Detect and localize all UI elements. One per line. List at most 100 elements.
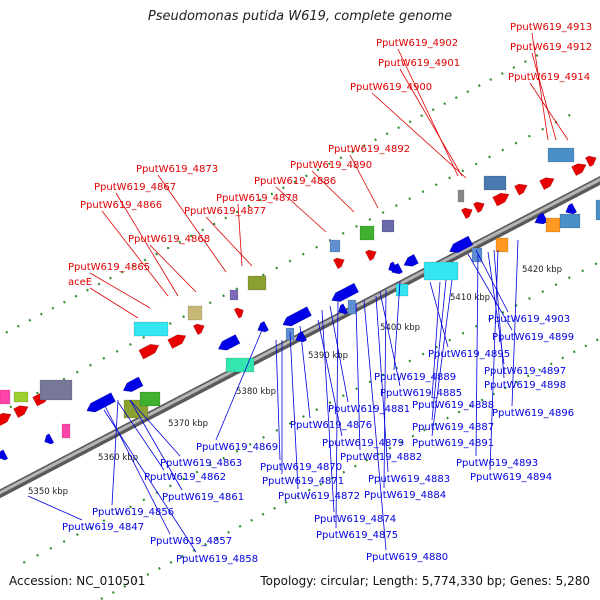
reverse-gene-arrow [44, 433, 55, 445]
reverse-gene-leader [111, 399, 119, 506]
forward-gene-leader [205, 216, 253, 267]
forward-gene-arrow [472, 201, 485, 214]
forward-gene-arrow [332, 257, 345, 270]
forward-gene-arrow [514, 183, 528, 196]
reverse-gene-label: PputW619_4884 [364, 490, 446, 501]
reverse-gene-label: PputW619_4903 [488, 314, 570, 325]
reverse-gene-leader [383, 289, 387, 489]
reverse-gene-arrow [403, 253, 419, 267]
forward-gene-arrow [233, 307, 244, 319]
reverse-gene-label: PputW619_4863 [160, 458, 242, 469]
reverse-gene-leader [275, 339, 281, 461]
forward-gene-leader [397, 48, 459, 177]
forward-gene-arrow [138, 343, 160, 360]
kbp-tick-label: 5410 kbp [450, 293, 490, 303]
reverse-gene-arrow [257, 320, 270, 333]
forward-gene-label: PputW619_4901 [378, 58, 460, 69]
forward-gene-block [39, 379, 73, 401]
forward-gene-arrow [0, 412, 12, 426]
reverse-gene-label: PputW619_4856 [92, 507, 174, 518]
reverse-gene-arrow [282, 306, 312, 327]
forward-gene-label: PputW619_4866 [80, 200, 162, 211]
reverse-gene-label: PputW619_4858 [176, 554, 258, 565]
forward-gene-arrow [13, 405, 29, 419]
reverse-gene-leader [335, 301, 339, 529]
reverse-gene-label: PputW619_4899 [492, 332, 574, 343]
kbp-tick-label: 5390 kbp [308, 351, 348, 361]
reverse-gene-block [347, 299, 357, 315]
kbp-tick-label: 5360 kbp [98, 453, 138, 463]
kbp-tick-label: 5370 kbp [168, 419, 208, 429]
forward-gene-arrow [492, 192, 510, 207]
reverse-gene-label: PputW619_4881 [328, 404, 410, 415]
reverse-gene-leader [431, 281, 441, 399]
forward-gene-arrow [460, 207, 473, 220]
reverse-gene-arrow [449, 235, 474, 253]
reverse-gene-label: PputW619_4857 [150, 536, 232, 547]
forward-gene-label: PputW619_4865 [68, 262, 150, 273]
forward-gene-block [0, 389, 11, 405]
forward-gene-label: PputW619_4873 [136, 164, 218, 175]
reverse-gene-leader [289, 331, 299, 490]
reverse-gene-leader [355, 303, 361, 451]
forward-gene-label: PputW619_4913 [510, 22, 592, 33]
forward-gene-label: PputW619_4890 [290, 160, 372, 171]
forward-gene-arrow [192, 323, 205, 336]
reverse-gene-label: PputW619_4847 [62, 522, 144, 533]
forward-gene-leader [371, 92, 467, 179]
forward-gene-leader [311, 170, 355, 213]
forward-gene-block [381, 219, 395, 233]
forward-gene-label: PputW619_4900 [350, 82, 432, 93]
reverse-gene-label: PputW619_4879 [322, 438, 404, 449]
reverse-gene-leader [129, 399, 183, 491]
reverse-gene-block [559, 213, 581, 229]
reverse-gene-label: PputW619_4894 [470, 472, 552, 483]
reverse-gene-arrow [338, 303, 349, 315]
forward-gene-label: PputW619_4878 [216, 193, 298, 204]
reverse-gene-label: PputW619_4861 [162, 492, 244, 503]
reverse-gene-label: PputW619_4869 [196, 442, 278, 453]
forward-gene-label: aceE [68, 277, 92, 288]
reverse-gene-block [471, 247, 483, 263]
reverse-gene-label: PputW619_4871 [262, 476, 344, 487]
reverse-gene-leader [27, 495, 83, 521]
forward-gene-label: PputW619_4902 [376, 38, 458, 49]
reverse-gene-arrow [534, 212, 548, 225]
reverse-gene-leader [489, 249, 499, 471]
reverse-gene-arrow [122, 376, 144, 393]
forward-gene-arrow [584, 155, 597, 168]
reverse-gene-label: PputW619_4889 [374, 372, 456, 383]
reverse-gene-block [545, 217, 561, 233]
reverse-gene-label: PputW619_4880 [366, 552, 448, 563]
kbp-tick-label: 5380 kbp [236, 387, 276, 397]
reverse-gene-leader [493, 249, 505, 379]
forward-gene-label: PputW619_4912 [510, 42, 592, 53]
reverse-gene-block [225, 357, 255, 373]
reverse-gene-label: PputW619_4896 [492, 408, 574, 419]
reverse-gene-label: PputW619_4895 [428, 349, 510, 360]
forward-gene-leader [89, 287, 139, 319]
reverse-gene-label: PputW619_4893 [456, 458, 538, 469]
forward-gene-arrow [364, 249, 377, 262]
reverse-gene-leader [467, 253, 513, 331]
forward-gene-block [329, 239, 341, 253]
reverse-gene-arrow [565, 202, 578, 215]
reverse-gene-arrow [331, 282, 360, 302]
forward-gene-leader [149, 244, 197, 293]
forward-gene-leader [531, 32, 549, 141]
forward-gene-leader [237, 203, 243, 267]
forward-gene-leader [115, 192, 179, 297]
reverse-gene-label: PputW619_4872 [278, 491, 360, 502]
reverse-gene-block [395, 283, 409, 297]
forward-gene-label: PputW619_4886 [254, 176, 336, 187]
forward-gene-leader [275, 186, 327, 233]
forward-gene-label: PputW619_4914 [508, 72, 590, 83]
reverse-gene-label: PputW619_4875 [316, 530, 398, 541]
reverse-gene-arrow [217, 334, 241, 351]
reverse-gene-leader [103, 403, 171, 535]
reverse-gene-label: PputW619_4876 [290, 420, 372, 431]
reverse-gene-label: PputW619_4898 [484, 380, 566, 391]
reverse-gene-arrow [0, 449, 9, 461]
reverse-gene-label: PputW619_4885 [380, 388, 462, 399]
